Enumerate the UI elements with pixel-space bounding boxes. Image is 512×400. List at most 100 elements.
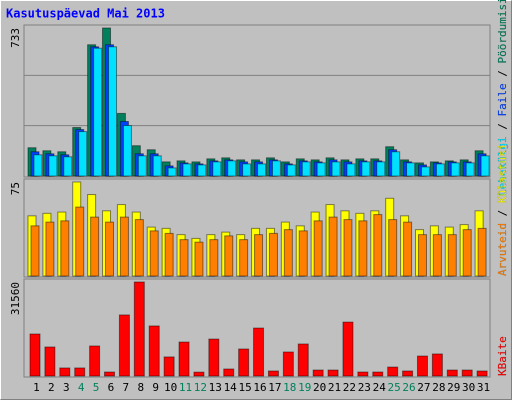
bar (104, 371, 116, 377)
legend-separator: / (496, 117, 509, 137)
bar (257, 163, 267, 177)
x-tick-label: 1 (33, 381, 40, 394)
bar (406, 162, 416, 177)
bar (271, 160, 281, 177)
bar (197, 164, 207, 177)
bar (108, 46, 118, 177)
bar (286, 164, 296, 177)
bar (388, 219, 398, 277)
x-tick-label: 17 (268, 381, 281, 394)
bar (30, 225, 40, 277)
x-tick-label: 28 (432, 381, 445, 394)
bar (361, 161, 371, 177)
bar (465, 162, 475, 177)
bar (89, 345, 101, 377)
legend-separator: / (496, 64, 509, 84)
bar (105, 221, 115, 277)
legend-entry: Arvuteid (496, 223, 509, 276)
bar (358, 220, 368, 277)
legend-entry: Külastusi (496, 144, 509, 204)
bar (29, 333, 41, 377)
x-tick-label: 5 (93, 381, 100, 394)
x-tick-label: 3 (63, 381, 70, 394)
bar (283, 229, 293, 277)
x-tick-label: 8 (137, 381, 144, 394)
bar (44, 346, 56, 377)
bar (387, 366, 399, 377)
bar (122, 125, 132, 177)
bar (152, 155, 162, 177)
bar (403, 221, 413, 277)
x-tick-label: 21 (328, 381, 341, 394)
bar (167, 167, 177, 177)
x-tick-label: 12 (194, 381, 207, 394)
bar (373, 214, 383, 277)
bar (118, 314, 130, 377)
x-tick-label: 16 (253, 381, 266, 394)
bar (435, 163, 445, 177)
bar (194, 241, 204, 277)
bar (133, 281, 145, 377)
x-tick-label: 30 (462, 381, 475, 394)
bar (149, 230, 159, 277)
x-tick-label: 24 (373, 381, 387, 394)
x-tick-label: 10 (164, 381, 177, 394)
bar (402, 370, 414, 377)
y-tick-label: 733 (9, 28, 22, 48)
bar (357, 371, 369, 377)
bar (312, 369, 324, 377)
x-tick-label: 15 (238, 381, 251, 394)
bar (343, 219, 353, 277)
x-tick-label: 13 (209, 381, 222, 394)
x-tick-label: 9 (152, 381, 159, 394)
bar (420, 166, 430, 177)
x-tick-label: 29 (447, 381, 460, 394)
x-tick-label: 23 (358, 381, 371, 394)
legend-entry: Lehekülgi (496, 136, 509, 196)
x-tick-label: 11 (179, 381, 192, 394)
x-tick-label: 18 (283, 381, 296, 394)
bar (182, 163, 192, 177)
x-tick-label: 31 (477, 381, 490, 394)
bar (63, 156, 73, 177)
bar (446, 369, 458, 377)
bar (209, 239, 219, 277)
legend-entry: KBaite (496, 336, 509, 376)
bar (178, 341, 190, 377)
bar (134, 219, 144, 277)
legend-entry: Faile (496, 83, 509, 116)
bar (75, 206, 85, 277)
x-tick-label: 25 (388, 381, 401, 394)
bar (416, 355, 428, 377)
bar (316, 162, 326, 177)
bar (297, 343, 309, 377)
chart-title: Kasutuspäevad Mai 2013 (6, 7, 165, 21)
bar (372, 371, 384, 377)
bar (253, 327, 265, 377)
bar (327, 369, 339, 377)
x-tick-label: 22 (343, 381, 356, 394)
x-tick-label: 14 (224, 381, 238, 394)
bar (462, 229, 472, 277)
bar (60, 220, 70, 277)
bar (179, 239, 189, 277)
bar (238, 348, 250, 377)
x-tick-label: 20 (313, 381, 326, 394)
bar (119, 216, 129, 277)
bar (208, 338, 220, 377)
bar (163, 356, 175, 377)
bar (137, 155, 147, 177)
bar (342, 321, 354, 377)
bar (447, 234, 457, 277)
bar (376, 161, 386, 177)
bar (417, 234, 427, 277)
legend-separator: / (496, 203, 509, 223)
bar (59, 367, 71, 377)
bar (313, 220, 323, 277)
bar (223, 368, 235, 377)
bar (346, 163, 356, 177)
bar (267, 370, 279, 377)
plot-area (23, 24, 491, 178)
